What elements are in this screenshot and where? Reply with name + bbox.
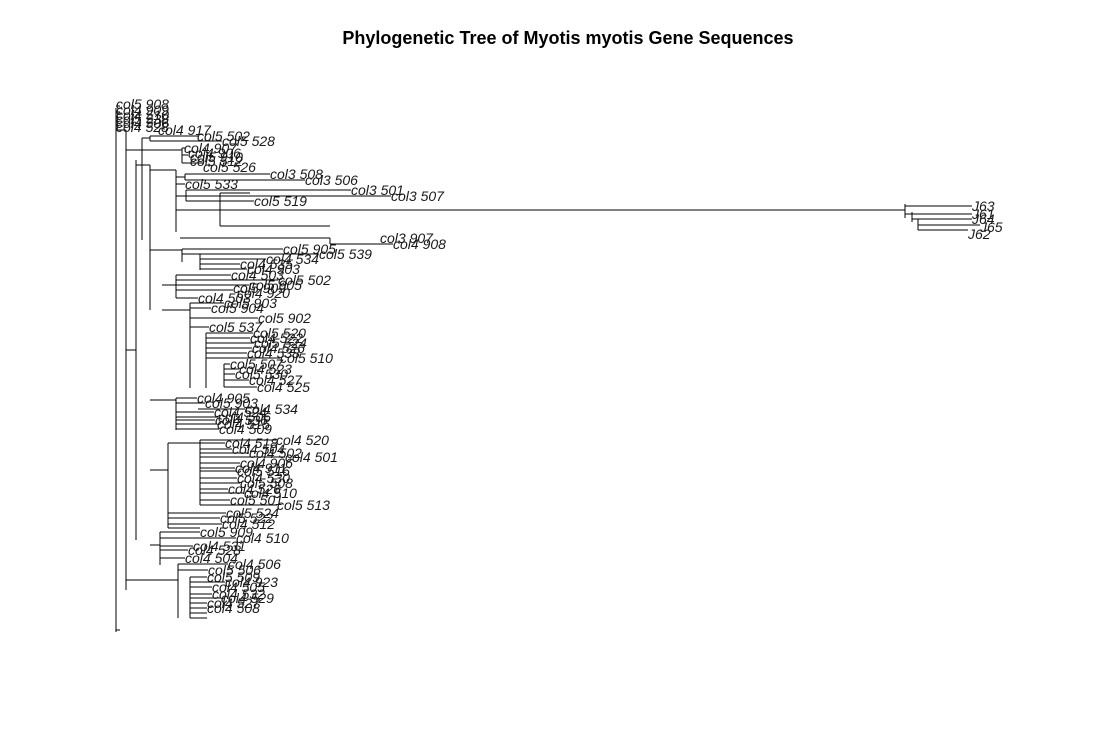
tip-label: col3 907 [380,230,434,246]
tip-label: col5 502 [278,272,331,288]
tip-label: col4 524 [214,404,267,420]
tip-label: col5 513 [277,497,330,513]
tip-label: col5 910 [190,149,243,165]
tip-label: col4 529 [221,590,274,606]
tip-label: col3 507 [391,188,445,204]
tip-label: col4 506 [228,556,281,572]
tip-label: col4 525 [257,379,310,395]
tip-label: col3 501 [351,182,404,198]
tip-label: col5 909 [233,280,286,296]
tip-label: col4 534 [245,401,298,417]
tip-label: col4 526 [228,481,281,497]
tip-label: J64 [971,211,995,227]
tip-label: col4 911 [235,460,287,476]
tip-label: col5 902 [258,310,311,326]
tip-label: col5 501 [230,492,283,508]
tip-label: col4 518 [225,435,278,451]
tip-label: col5 524 [254,335,307,351]
tip-label: col5 539 [319,246,372,262]
tip-label: col5 516 [237,463,290,479]
tip-label: col4 504 [232,441,285,457]
tip-label: col4 535 [240,256,293,272]
tip-label: col4 909 [116,102,169,118]
tip-label: col5 905 [283,241,336,257]
tip-label: col5 909 [200,524,253,540]
tip-label: col4 538 [247,345,300,361]
tip-label: col5 509 [207,569,260,585]
tip-label: col4 523 [239,361,292,377]
tip-label: col4 501 [285,449,338,465]
tip-label: col5 519 [254,193,307,209]
tip-label: col4 907 [184,140,238,156]
tip-label: col4 506 [116,115,169,131]
tip-label: col5 538 [116,111,169,127]
tip-label: col4 531 [193,538,246,554]
tip-label: col4 917 [158,122,212,138]
tip-label: col5 533 [185,176,238,192]
tip-label: col4 536 [215,412,268,428]
tip-label: col4 504 [185,550,238,566]
tip-label: col4 534 [266,251,319,267]
tip-label: col4 528 [188,542,241,558]
tip-label: J61 [971,206,995,222]
tip-label: col5 520 [253,325,306,341]
tip-label: col5 524 [226,505,279,521]
tip-label: col4 508 [207,600,260,616]
tip-label: col4 908 [393,236,446,252]
tip-label: col5 510 [280,350,333,366]
tip-label: J65 [979,219,1003,235]
tip-label: col5 502 [197,128,250,144]
tip-label: col4 906 [240,455,293,471]
tip-label: col5 526 [203,159,256,175]
tip-label: J63 [971,198,995,214]
tip-label: col4 503 [198,290,251,306]
tip-label: col5 903 [224,295,277,311]
tip-label: col3 508 [270,166,323,182]
tip-label: col4 506 [218,409,271,425]
tip-label: J62 [967,226,991,242]
tip-label: col4 510 [116,107,169,123]
tip-label: col4 903 [247,261,300,277]
tip-label: col4 530 [237,470,290,486]
tip-label: col3 506 [305,172,358,188]
tip-label: col4 527 [249,372,303,388]
tip-label: col4 522 [250,330,303,346]
tip-label: col4 505 [212,579,265,595]
tip-label: col4 515 [217,416,270,432]
tip-label: col5 904 [211,300,264,316]
tip-label: col4 527 [207,595,261,611]
tip-label: col4 528 [116,119,169,135]
tip-label: col4 520 [276,432,329,448]
tip-label: col4 509 [219,421,272,437]
tip-label: col5 528 [222,133,275,149]
tip-label: col4 510 [236,530,289,546]
tip-label: col5 512 [190,153,243,169]
tip-label: col5 530 [235,366,288,382]
tip-label: col5 506 [208,562,261,578]
tip-label: col5 507 [230,356,284,372]
tip-label: col5 905 [249,277,302,293]
tip-label: col5 508 [240,475,293,491]
tip-label: col4 906 [188,145,241,161]
tip-label: col4 920 [237,285,290,301]
tip-label: col4 510 [244,485,297,501]
tree-branches [115,105,980,632]
tip-label: col4 503 [231,267,284,283]
chart-title: Phylogenetic Tree of Myotis myotis Gene … [342,28,794,48]
tip-label: col4 923 [225,574,278,590]
tip-label: col4 526 [252,340,305,356]
tip-label: col4 502 [249,445,302,461]
tip-label: col4 512 [222,516,275,532]
tip-label: col5 522 [220,510,273,526]
tip-label: col5 903 [205,395,258,411]
tip-label: col4 532 [212,586,265,602]
tip-label: col5 537 [209,319,263,335]
tip-label: col5 908 [116,96,169,112]
tip-label: col4 905 [197,390,250,406]
